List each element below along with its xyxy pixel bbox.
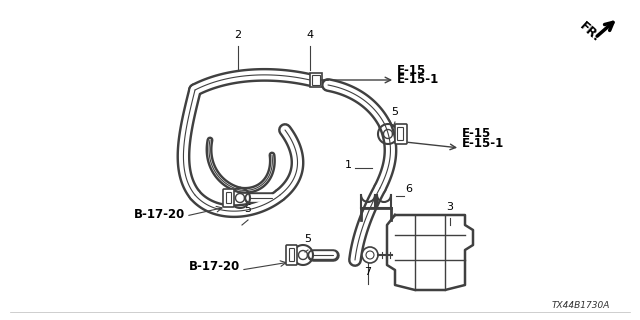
Text: E-15: E-15 xyxy=(462,127,492,140)
Text: 4: 4 xyxy=(307,30,314,40)
Text: B-17-20: B-17-20 xyxy=(189,260,240,273)
Text: 5: 5 xyxy=(305,234,312,244)
Text: E-15: E-15 xyxy=(397,64,426,77)
FancyBboxPatch shape xyxy=(395,124,407,144)
Text: 1: 1 xyxy=(344,160,351,170)
Text: B-17-20: B-17-20 xyxy=(134,208,185,221)
Text: 6: 6 xyxy=(405,184,412,194)
Bar xyxy=(312,75,320,85)
Text: 3: 3 xyxy=(447,202,454,212)
FancyBboxPatch shape xyxy=(286,245,297,265)
FancyBboxPatch shape xyxy=(227,193,232,204)
Bar xyxy=(310,73,322,87)
Text: E-15-1: E-15-1 xyxy=(462,137,504,150)
Circle shape xyxy=(362,247,378,263)
FancyBboxPatch shape xyxy=(223,189,234,207)
Text: 5: 5 xyxy=(392,107,399,117)
FancyBboxPatch shape xyxy=(289,249,294,261)
Text: TX44B1730A: TX44B1730A xyxy=(552,301,610,310)
FancyBboxPatch shape xyxy=(397,127,403,140)
Text: 5: 5 xyxy=(244,204,252,214)
Circle shape xyxy=(366,251,374,259)
Text: 7: 7 xyxy=(364,267,372,277)
Text: E-15-1: E-15-1 xyxy=(397,73,439,86)
Text: 2: 2 xyxy=(234,30,241,40)
Text: FR.: FR. xyxy=(577,20,603,45)
